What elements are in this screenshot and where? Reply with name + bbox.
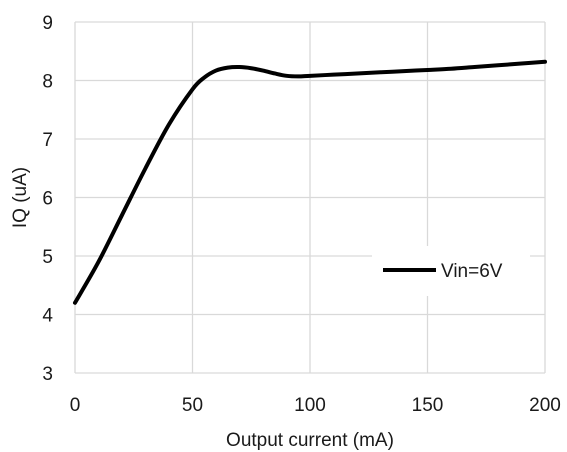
grid-lines xyxy=(74,21,546,374)
x-tick-label: 0 xyxy=(70,395,81,416)
y-tick-label: 7 xyxy=(42,130,53,151)
x-tick-labels: 0 50 100 150 200 xyxy=(70,395,561,416)
y-tick-label: 3 xyxy=(42,364,53,385)
x-tick-label: 150 xyxy=(412,395,444,416)
y-axis-title: IQ (uA) xyxy=(10,167,31,228)
x-tick-label: 200 xyxy=(529,395,561,416)
legend: Vin=6V xyxy=(372,246,530,296)
series-line-0 xyxy=(73,59,547,305)
y-tick-label: 5 xyxy=(42,247,53,268)
x-tick-label: 100 xyxy=(294,395,326,416)
y-tick-label: 6 xyxy=(42,189,53,210)
x-axis-title: Output current (mA) xyxy=(226,430,394,451)
series-lines xyxy=(73,59,547,305)
y-tick-label: 4 xyxy=(42,306,53,327)
y-tick-label: 8 xyxy=(42,72,53,93)
legend-label-vin-6v: Vin=6V xyxy=(441,261,503,282)
x-tick-label: 50 xyxy=(182,395,203,416)
y-tick-label: 9 xyxy=(42,13,53,34)
y-tick-labels: 3 4 5 6 7 8 9 xyxy=(42,13,53,385)
